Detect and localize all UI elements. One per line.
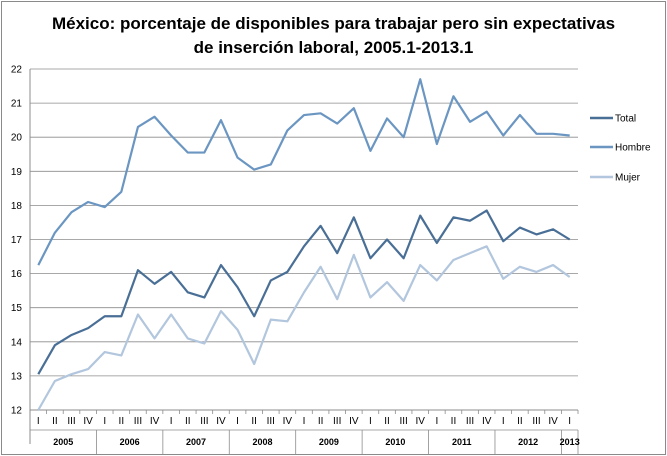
- x-tick-label: IV: [83, 416, 93, 427]
- x-tick-label: II: [517, 416, 523, 427]
- y-tick-label: 20: [11, 133, 23, 144]
- x-tick-label: II: [52, 416, 58, 427]
- y-tick-label: 17: [11, 235, 23, 246]
- x-tick-label: III: [267, 416, 275, 427]
- x-tick-label: IV: [283, 416, 293, 427]
- x-tick-label: III: [333, 416, 341, 427]
- x-tick-label: I: [435, 416, 438, 427]
- chart-title-line2: de inserción laboral, 2005.1-2013.1: [193, 38, 474, 57]
- axes: [29, 69, 579, 454]
- x-tick-label: III: [399, 416, 407, 427]
- x-tick-label: I: [568, 416, 571, 427]
- x-tick-label: IV: [349, 416, 359, 427]
- x-tick-label: II: [119, 416, 125, 427]
- series-line-mujer: [37, 245, 571, 411]
- y-tick-label: 12: [11, 406, 23, 417]
- x-tick-label: II: [384, 416, 390, 427]
- year-label: 2007: [186, 437, 206, 447]
- y-axis-tick-labels: 12 13 14 15 16 17 18 19 20 21 22: [11, 65, 23, 417]
- y-tick-label: 15: [11, 303, 23, 314]
- x-tick-label: II: [451, 416, 457, 427]
- x-tick-label: IV: [216, 416, 226, 427]
- y-tick-label: 19: [11, 167, 23, 178]
- y-tick-label: 21: [11, 99, 23, 110]
- x-tick-label: IV: [482, 416, 492, 427]
- x-tick-label: III: [532, 416, 540, 427]
- year-label: 2009: [319, 437, 339, 447]
- y-tick-label: 22: [11, 65, 23, 76]
- legend-label: Mujer: [615, 173, 641, 184]
- x-tick-label: III: [200, 416, 208, 427]
- series-line-total: [37, 209, 571, 375]
- x-tick-label: II: [318, 416, 324, 427]
- year-label: 2008: [252, 437, 272, 447]
- y-tick-label: 18: [11, 201, 23, 212]
- x-tick-label: I: [236, 416, 239, 427]
- x-tick-label: III: [134, 416, 142, 427]
- y-tick-label: 13: [11, 371, 23, 382]
- x-tick-label: I: [502, 416, 505, 427]
- year-label: 2010: [385, 437, 405, 447]
- x-tick-label: I: [170, 416, 173, 427]
- series-lines: [37, 78, 571, 411]
- year-label: 2005: [53, 437, 73, 447]
- x-tick-label: IV: [150, 416, 160, 427]
- x-axis-tick-labels: I II III IV I II III IV I II III IV I II III IV I II III IV…: [37, 416, 580, 447]
- gridlines: [30, 68, 578, 411]
- series-line-hombre: [37, 78, 570, 266]
- x-tick-label: III: [67, 416, 75, 427]
- y-tick-label: 16: [11, 269, 23, 280]
- x-tick-label: I: [303, 416, 306, 427]
- chart-title: México: porcentaje de disponibles para t…: [0, 12, 667, 60]
- x-tick-label: II: [185, 416, 191, 427]
- year-label: 2011: [452, 437, 472, 447]
- legend: Total Hombre Mujer: [590, 114, 651, 184]
- x-tick-label: IV: [416, 416, 426, 427]
- year-label: 2012: [518, 437, 538, 447]
- x-tick-label: I: [103, 416, 106, 427]
- legend-label: Hombre: [615, 143, 651, 154]
- x-tick-label: III: [466, 416, 474, 427]
- x-tick-label: IV: [548, 416, 558, 427]
- y-tick-label: 14: [11, 337, 23, 348]
- x-tick-label: I: [369, 416, 372, 427]
- x-tick-label: I: [37, 416, 40, 427]
- x-tick-label: II: [251, 416, 257, 427]
- legend-label: Total: [615, 114, 636, 125]
- year-label: 2006: [120, 437, 140, 447]
- chart-title-line1: México: porcentaje de disponibles para t…: [51, 14, 616, 33]
- year-label: 2013: [560, 437, 580, 447]
